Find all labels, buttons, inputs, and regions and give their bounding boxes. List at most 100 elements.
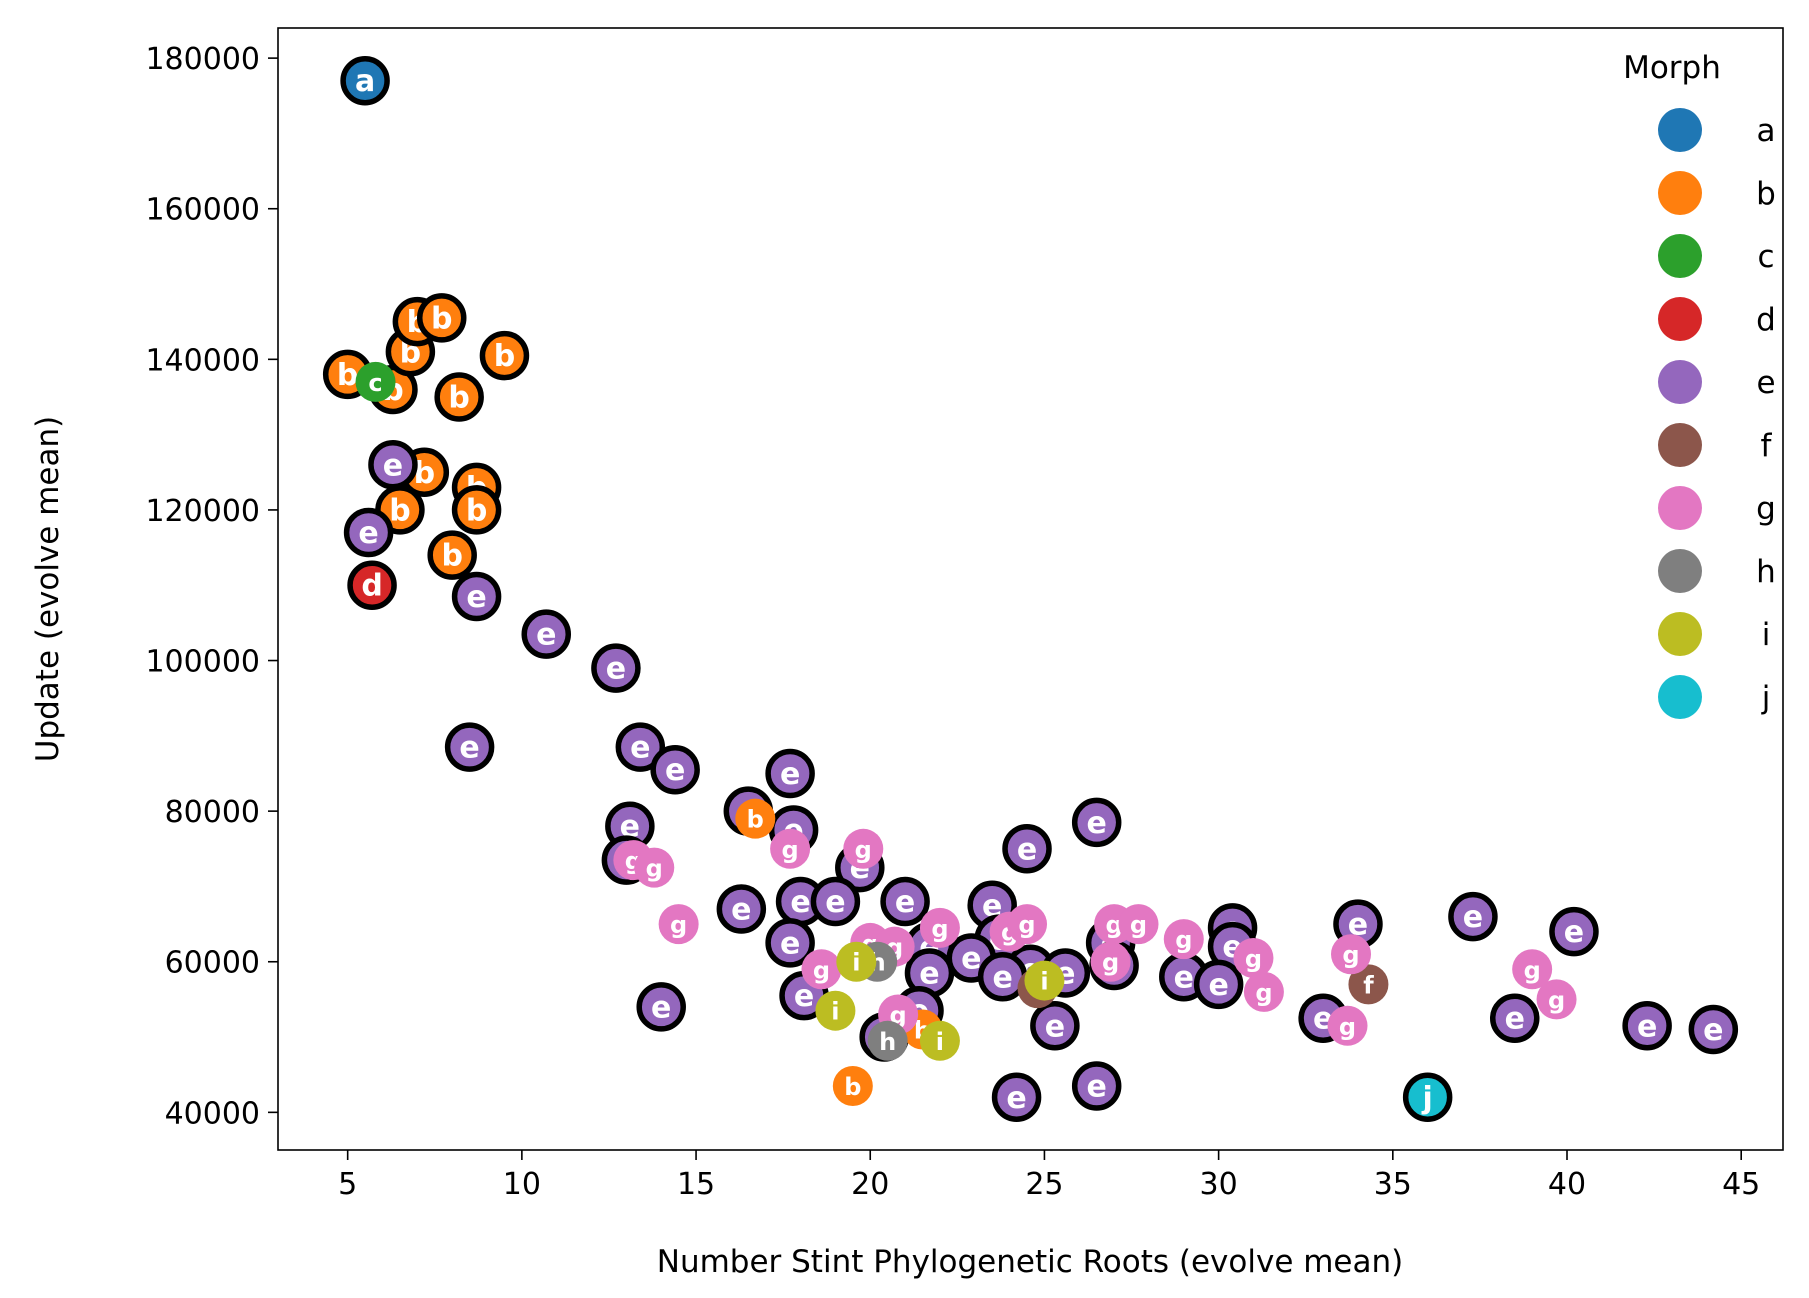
legend-label: b: [1756, 176, 1776, 212]
legend-entry-h: h: [1658, 549, 1776, 593]
data-point-i: i: [919, 1020, 960, 1061]
data-point-e: e: [1489, 993, 1540, 1043]
point-marker: [832, 1065, 873, 1106]
point-marker: [716, 884, 767, 934]
point-label: g: [1106, 911, 1123, 939]
point-label: e: [459, 731, 479, 766]
point-marker: [521, 609, 572, 659]
plot-frame: [277, 27, 1784, 1151]
data-point-i: i: [815, 990, 856, 1031]
point-label: i: [852, 949, 860, 977]
point-label: b: [844, 1073, 861, 1101]
legend-title: Morph: [1623, 50, 1721, 86]
data-point-g: g: [1327, 1005, 1368, 1046]
y-axis: 40000 60000 80000 100000 120000 140000 160000 1…: [145, 42, 278, 1131]
point-marker: [765, 748, 815, 799]
point-marker: [770, 828, 811, 869]
data-point-g: g: [1331, 934, 1372, 975]
point-marker: [347, 560, 397, 610]
legend-entry-a: a: [1658, 108, 1776, 152]
legend-marker: [1658, 675, 1702, 719]
point-label: g: [1339, 1013, 1356, 1041]
point-label: g: [1255, 979, 1272, 1007]
point-label: e: [466, 580, 486, 615]
x-axis: 5 10 15 20 25 30 35 40 45: [338, 1150, 1760, 1202]
point-marker: [615, 722, 666, 772]
data-point-e: e: [636, 982, 686, 1032]
point-marker: [451, 571, 502, 622]
point-marker: [1007, 904, 1048, 945]
data-point-e: e: [810, 876, 861, 927]
point-marker: [434, 372, 484, 422]
point-label: g: [670, 911, 687, 939]
point-marker: [479, 330, 530, 381]
point-marker: [919, 1020, 960, 1061]
legend-marker: [1658, 612, 1702, 656]
point-label: e: [1006, 1081, 1026, 1116]
data-point-f: f: [1348, 964, 1389, 1005]
data-point-g: g: [1233, 937, 1274, 978]
legend-label: i: [1762, 617, 1771, 653]
point-label: e: [1017, 832, 1037, 867]
point-label: e: [1087, 806, 1107, 841]
data-point-d: d: [347, 560, 397, 610]
point-label: g: [1548, 986, 1565, 1014]
point-marker: [810, 876, 861, 927]
point-marker: [867, 1020, 908, 1061]
data-point-e: e: [1071, 1061, 1122, 1111]
point-marker: [368, 440, 418, 490]
legend-label: e: [1756, 365, 1775, 401]
data-point-e: e: [650, 744, 700, 795]
point-label: g: [1524, 956, 1541, 984]
y-tick-label: 120000: [145, 494, 260, 529]
point-label: b: [448, 380, 469, 415]
data-point-e: e: [716, 884, 767, 934]
data-point-j: j: [1402, 1072, 1453, 1123]
point-marker: [355, 361, 396, 402]
y-tick-label: 60000: [165, 946, 260, 981]
point-marker: [815, 990, 856, 1031]
data-point-g: g: [919, 907, 960, 948]
data-point-e: e: [765, 748, 815, 799]
point-label: e: [895, 885, 915, 920]
point-marker: [1163, 919, 1204, 960]
point-label: e: [536, 618, 556, 653]
points-layer: abbbbbbbbbbbbdeeeeeeeeeeeeeeeeeeeeeeeeee…: [322, 55, 1739, 1123]
point-marker: [427, 530, 477, 580]
point-marker: [880, 876, 930, 927]
legend-label: f: [1761, 428, 1773, 464]
x-tick-label: 35: [1374, 1167, 1412, 1202]
data-point-g: g: [843, 828, 884, 869]
point-label: e: [919, 957, 939, 992]
y-tick-label: 160000: [145, 193, 260, 228]
point-label: b: [414, 456, 435, 491]
point-label: g: [855, 836, 872, 864]
x-tick-label: 20: [851, 1167, 889, 1202]
x-tick-label: 10: [503, 1167, 541, 1202]
point-marker: [1233, 937, 1274, 978]
point-marker: [1549, 906, 1599, 957]
data-point-g: g: [1118, 904, 1159, 945]
point-label: e: [825, 885, 845, 920]
data-point-b: b: [427, 530, 477, 580]
x-tick-label: 15: [677, 1167, 715, 1202]
legend-marker: [1658, 108, 1702, 152]
point-label: e: [1564, 915, 1584, 950]
data-point-g: g: [770, 828, 811, 869]
point-label: e: [1505, 1002, 1525, 1037]
point-marker: [451, 485, 502, 535]
point-label: g: [1102, 949, 1119, 977]
x-tick-label: 40: [1548, 1167, 1586, 1202]
legend-label: c: [1757, 239, 1774, 275]
point-marker: [1243, 971, 1284, 1012]
point-label: a: [355, 64, 375, 99]
legend-entry-c: c: [1658, 234, 1775, 278]
point-label: e: [731, 893, 751, 928]
legend-entry-i: i: [1658, 612, 1770, 656]
legend-entry-e: e: [1658, 360, 1776, 404]
data-point-g: g: [801, 949, 842, 990]
legend-entry-g: g: [1658, 486, 1776, 530]
legend-marker: [1658, 297, 1702, 341]
point-label: e: [780, 926, 800, 961]
